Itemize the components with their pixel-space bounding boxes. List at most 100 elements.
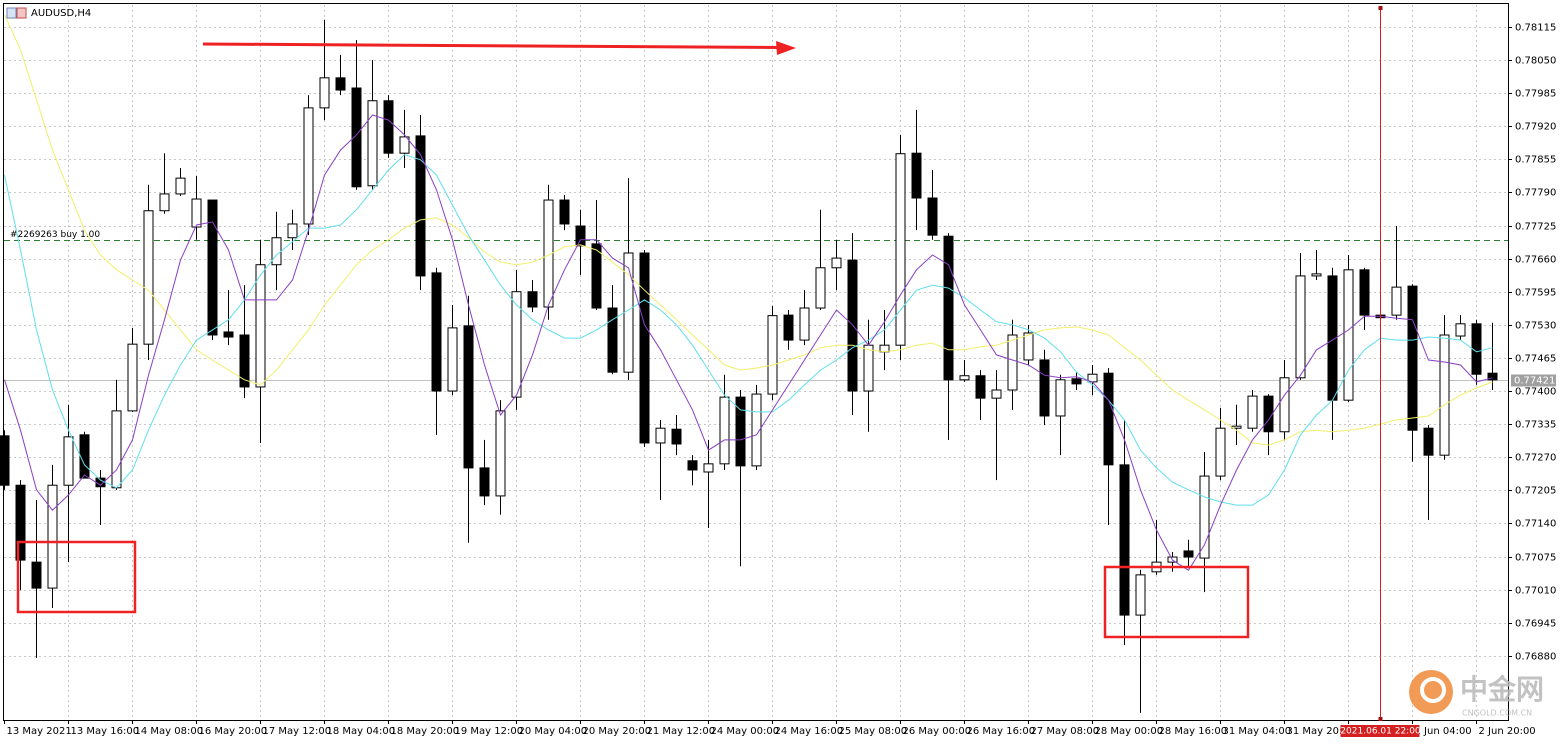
x-tick-label: 2 Jun 20:00 [1479, 726, 1536, 737]
candle-body [1023, 332, 1034, 361]
y-tick-label: 0.77660 [1515, 255, 1556, 266]
candle-body [1103, 372, 1114, 466]
candle-body [1311, 273, 1322, 277]
x-tick-label: 13 May 2021 [7, 726, 72, 737]
candle-body [863, 344, 874, 392]
indicator-line [4, 154, 1493, 506]
x-tick-label: 2 Jun 04:00 [1415, 726, 1472, 737]
candle-body [735, 396, 746, 467]
candle-body [495, 410, 506, 497]
candle-body [1343, 269, 1354, 401]
y-tick-label: 0.77725 [1515, 222, 1556, 233]
x-tick-label: 13 May 16:00 [71, 726, 140, 737]
candle-body [895, 153, 906, 346]
y-tick-label: 0.78050 [1515, 56, 1556, 67]
candle-body [1263, 395, 1274, 433]
candle-body [751, 393, 762, 467]
candle-body [335, 77, 346, 91]
candle-body [767, 315, 778, 395]
annotation-box [1103, 565, 1250, 639]
candle-body [1279, 377, 1290, 433]
x-tick-label: 19 May 12:00 [455, 726, 524, 737]
plot-frame [3, 3, 1509, 721]
candle-body [447, 327, 458, 392]
candle-body [783, 314, 794, 341]
x-tick-label: 20 May 04:00 [519, 726, 588, 737]
x-tick-label: 17 May 12:00 [263, 726, 332, 737]
candle-body [1487, 372, 1498, 381]
plot-area: #2269263 buy 1.00 [0, 5, 1508, 720]
watermark: 中金网 CNGOLD.COM.CN [1409, 670, 1544, 718]
candle-body [127, 343, 138, 412]
candle-body [959, 375, 970, 381]
y-tick-label: 0.77855 [1515, 155, 1556, 166]
watermark-title: 中金网 [1460, 673, 1544, 706]
candle-body [1295, 275, 1306, 379]
candle-body [591, 243, 602, 309]
candle-body [1007, 334, 1018, 391]
candle-body [1391, 286, 1402, 316]
candle-body [1247, 395, 1258, 429]
candle-body [15, 484, 26, 561]
candle-body [527, 291, 538, 308]
candle-body [159, 193, 170, 212]
x-tick-label: 18 May 04:00 [327, 726, 396, 737]
candle-body [223, 331, 234, 338]
candle-body [575, 225, 586, 247]
candle-body [271, 237, 282, 266]
candle-body [1055, 379, 1066, 417]
x-tick-label: 25 May 08:00 [839, 726, 908, 737]
candle-body [991, 389, 1002, 399]
indicator-line [4, 14, 1493, 446]
candle-body [1135, 574, 1146, 616]
x-tick-label: 14 May 08:00 [135, 726, 204, 737]
y-tick-label: 0.77205 [1515, 486, 1556, 497]
indicator-line [4, 114, 1493, 571]
x-tick-label: 21 May 12:00 [647, 726, 716, 737]
crosshair-label: 2021.06.01 22:00 [1340, 727, 1421, 737]
y-tick-label: 0.77010 [1515, 586, 1556, 597]
bid-label: 0.77421 [1514, 376, 1555, 387]
x-tick-label: 26 May 00:00 [903, 726, 972, 737]
crosshair-end [1378, 6, 1383, 10]
candle-body [191, 198, 202, 228]
y-tick-label: 0.77140 [1515, 519, 1556, 530]
candle-body [607, 307, 618, 373]
x-tick-label: 20 May 20:00 [583, 726, 652, 737]
candle-body [367, 100, 378, 187]
y-tick-label: 0.77595 [1515, 288, 1556, 299]
trade-line-label: #2269263 buy 1.00 [10, 230, 100, 240]
candle-body [111, 410, 122, 489]
x-tick-label: 24 May 16:00 [775, 726, 844, 737]
candle-body [623, 252, 634, 373]
candle-body [1407, 285, 1418, 431]
candle-body [639, 252, 650, 444]
candle-body [943, 235, 954, 381]
candle-body [655, 427, 666, 444]
candle-body [255, 264, 266, 388]
y-tick-label: 0.77075 [1515, 553, 1556, 564]
candle-body [831, 257, 842, 269]
x-tick-label: 27 May 08:00 [1031, 726, 1100, 737]
candle-body [415, 135, 426, 277]
candle-body [431, 272, 442, 392]
candle-body [703, 463, 714, 473]
y-tick-label: 0.78115 [1515, 23, 1556, 34]
candle-body [143, 210, 154, 345]
watermark-subtitle: CNGOLD.COM.CN [1462, 709, 1532, 718]
candle-body [0, 435, 10, 486]
y-tick-label: 0.77270 [1515, 453, 1556, 464]
x-tick-label: 16 May 20:00 [199, 726, 268, 737]
symbol-icon [6, 7, 27, 19]
y-tick-label: 0.77530 [1515, 321, 1556, 332]
y-tick-label: 0.77335 [1515, 420, 1556, 431]
candle-body [351, 87, 362, 188]
y-tick-label: 0.77400 [1515, 387, 1556, 398]
candle-body [1359, 269, 1370, 316]
candle-body [799, 307, 810, 341]
candle-body [1183, 550, 1194, 558]
candle-body [671, 428, 682, 445]
candle-body [1071, 378, 1082, 385]
y-tick-label: 0.76880 [1515, 652, 1556, 663]
candle-body [319, 77, 330, 109]
